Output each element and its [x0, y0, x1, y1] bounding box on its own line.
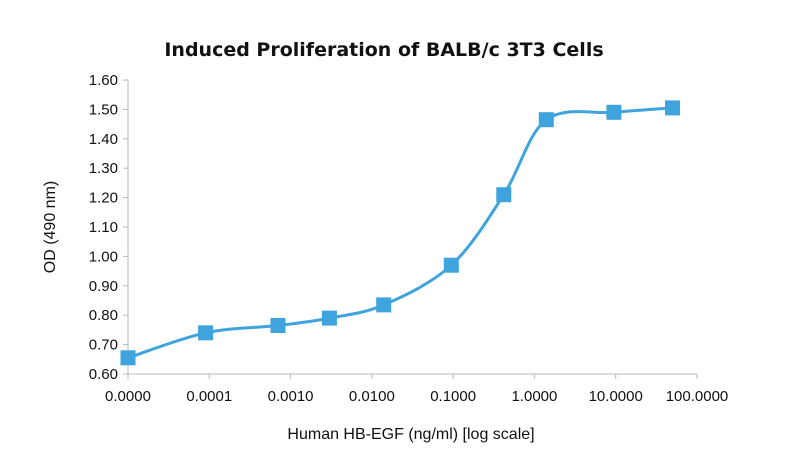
data-point-marker	[270, 318, 286, 333]
x-tick-label: 0.0000	[105, 388, 151, 405]
y-tick-label: 1.00	[89, 248, 118, 265]
y-tick-label: 0.60	[89, 366, 118, 383]
x-tick-label: 100.0000	[666, 388, 729, 405]
data-point-marker	[376, 297, 392, 313]
data-point-marker	[496, 187, 512, 203]
y-tick-label: 0.90	[89, 278, 118, 295]
x-axis-ticks: 0.0000 0.0001 0.0010 0.0100 0.1000 1.0000 10.0…	[105, 374, 728, 405]
y-tick-label: 1.30	[89, 160, 118, 177]
y-tick-label: 0.80	[89, 307, 118, 324]
y-tick-label: 1.40	[89, 131, 118, 148]
x-axis-label: Human HB-EGF (ng/ml) [log scale]	[287, 426, 534, 443]
y-tick-label: 1.20	[89, 190, 118, 207]
y-axis-ticks: 0.60 0.70 0.80 0.90 1.00 1.10 1.20 1.30 1.40 1.50…	[89, 72, 128, 383]
x-tick-label: 0.0100	[349, 388, 395, 405]
y-tick-label: 1.60	[89, 72, 118, 89]
data-point-marker	[538, 112, 554, 128]
chart-title: Induced Proliferation of BALB/c 3T3 Cell…	[164, 39, 603, 61]
plot-area	[120, 100, 680, 366]
x-tick-label: 0.1000	[430, 388, 476, 405]
x-tick-label: 10.0000	[589, 388, 643, 405]
y-axis-label: OD (490 nm)	[42, 181, 59, 273]
data-point-marker	[198, 325, 214, 341]
data-point-marker	[443, 257, 459, 273]
series-line	[127, 106, 673, 360]
y-tick-label: 1.10	[89, 219, 118, 236]
x-tick-label: 0.0010	[268, 388, 314, 405]
data-point-marker	[120, 350, 136, 366]
y-tick-label: 1.50	[89, 101, 118, 118]
data-point-marker	[665, 100, 680, 116]
y-tick-label: 0.70	[89, 337, 118, 354]
data-point-marker	[606, 104, 622, 120]
x-tick-label: 1.0000	[511, 388, 557, 405]
x-tick-label: 0.0001	[186, 388, 232, 405]
data-point-marker	[321, 310, 337, 326]
